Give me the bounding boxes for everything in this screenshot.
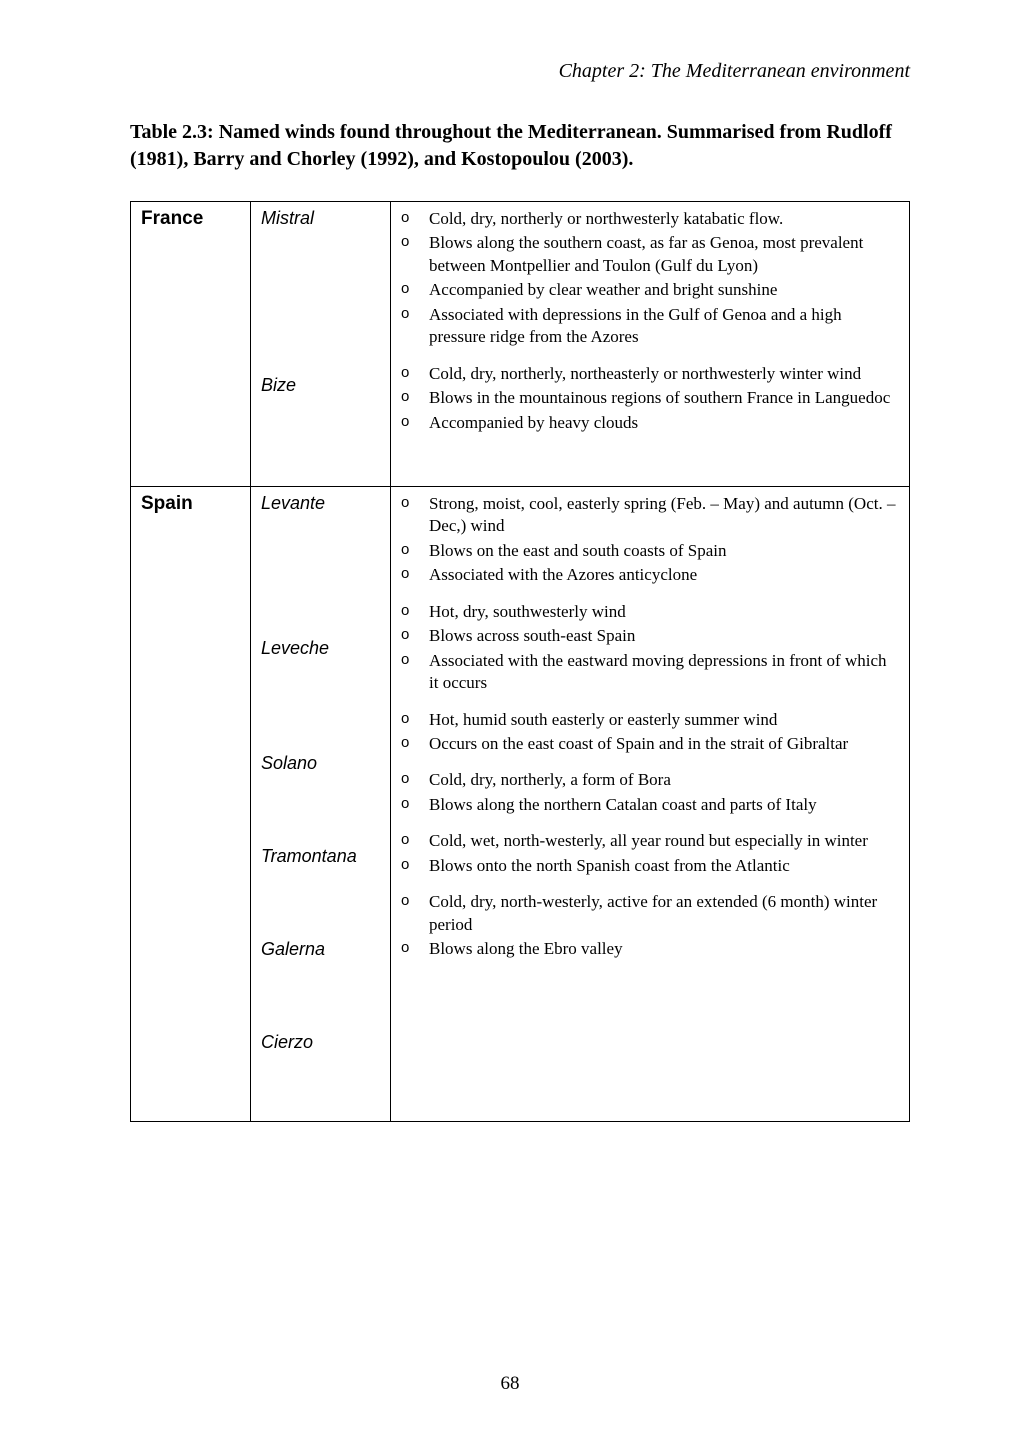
wind-points: o Cold, wet, north-westerly, all year rou… bbox=[401, 830, 899, 877]
wind-names-cell: Mistral Bize bbox=[251, 202, 391, 487]
wind-point: o Strong, moist, cool, easterly spring (F… bbox=[401, 493, 899, 538]
bullet-icon: o bbox=[401, 891, 409, 911]
bullet-icon: o bbox=[401, 493, 409, 513]
wind-point-text: Blows along the northern Catalan coast a… bbox=[429, 795, 817, 814]
wind-point-text: Accompanied by clear weather and bright … bbox=[429, 280, 777, 299]
wind-point: o Hot, humid south easterly or easterly s… bbox=[401, 709, 899, 731]
wind-points: o Cold, dry, northerly, a form of Bora o Bl… bbox=[401, 769, 899, 816]
wind-name: Leveche bbox=[261, 638, 380, 659]
wind-points: o Cold, dry, northerly, northeasterly or … bbox=[401, 363, 899, 434]
wind-point: o Cold, dry, northerly or northwesterly k… bbox=[401, 208, 899, 230]
bullet-icon: o bbox=[401, 650, 409, 670]
wind-point-text: Blows along the southern coast, as far a… bbox=[429, 233, 863, 274]
country-name: Spain bbox=[141, 493, 240, 515]
wind-descriptions-cell: o Strong, moist, cool, easterly spring (F… bbox=[391, 487, 910, 1122]
wind-points: o Strong, moist, cool, easterly spring (F… bbox=[401, 493, 899, 587]
table-row: Spain Levante Leveche Solano Tramontana Galer… bbox=[131, 487, 910, 1122]
wind-point: o Blows on the east and south coasts of S… bbox=[401, 540, 899, 562]
wind-point-text: Cold, dry, northerly, a form of Bora bbox=[429, 770, 671, 789]
wind-name: Galerna bbox=[261, 939, 380, 960]
wind-point: o Cold, dry, northerly, a form of Bora bbox=[401, 769, 899, 791]
wind-point: o Cold, wet, north-westerly, all year rou… bbox=[401, 830, 899, 852]
wind-point: o Blows along the southern coast, as far … bbox=[401, 232, 899, 277]
wind-point-text: Blows across south-east Spain bbox=[429, 626, 635, 645]
running-head: Chapter 2: The Mediterranean environment bbox=[130, 60, 910, 83]
wind-point: o Hot, dry, southwesterly wind bbox=[401, 601, 899, 623]
bullet-icon: o bbox=[401, 232, 409, 252]
wind-point-text: Cold, dry, north-westerly, active for an… bbox=[429, 892, 877, 933]
wind-point: o Blows along the northern Catalan coast … bbox=[401, 794, 899, 816]
wind-point-text: Associated with the eastward moving depr… bbox=[429, 651, 887, 692]
wind-points: o Cold, dry, north-westerly, active for a… bbox=[401, 891, 899, 960]
wind-point: o Associated with depressions in the Gulf… bbox=[401, 304, 899, 349]
wind-name: Mistral bbox=[261, 208, 380, 229]
wind-point: o Cold, dry, north-westerly, active for a… bbox=[401, 891, 899, 936]
wind-point: o Cold, dry, northerly, northeasterly or … bbox=[401, 363, 899, 385]
wind-point: o Blows onto the north Spanish coast from… bbox=[401, 855, 899, 877]
bullet-icon: o bbox=[401, 279, 409, 299]
bullet-icon: o bbox=[401, 625, 409, 645]
wind-point-text: Hot, humid south easterly or easterly su… bbox=[429, 710, 777, 729]
bullet-icon: o bbox=[401, 794, 409, 814]
wind-point-text: Blows on the east and south coasts of Sp… bbox=[429, 541, 726, 560]
wind-names-cell: Levante Leveche Solano Tramontana Galerna Cie… bbox=[251, 487, 391, 1122]
wind-point-text: Cold, dry, northerly or northwesterly ka… bbox=[429, 209, 783, 228]
bullet-icon: o bbox=[401, 769, 409, 789]
wind-points: o Hot, dry, southwesterly wind o Blows acro… bbox=[401, 601, 899, 695]
page: Chapter 2: The Mediterranean environment… bbox=[0, 0, 1020, 1443]
wind-point: o Accompanied by heavy clouds bbox=[401, 412, 899, 434]
wind-point: o Accompanied by clear weather and bright… bbox=[401, 279, 899, 301]
wind-name: Cierzo bbox=[261, 1032, 380, 1053]
wind-point: o Associated with the Azores anticyclone bbox=[401, 564, 899, 586]
wind-name: Solano bbox=[261, 753, 380, 774]
wind-point: o Occurs on the east coast of Spain and i… bbox=[401, 733, 899, 755]
wind-point-text: Accompanied by heavy clouds bbox=[429, 413, 638, 432]
country-cell: France bbox=[131, 202, 251, 487]
wind-name: Levante bbox=[261, 493, 380, 514]
bullet-icon: o bbox=[401, 540, 409, 560]
bullet-icon: o bbox=[401, 855, 409, 875]
wind-name: Tramontana bbox=[261, 846, 380, 867]
wind-point-text: Cold, dry, northerly, northeasterly or n… bbox=[429, 364, 861, 383]
winds-table-body: France Mistral Bize o Cold, dry, northerly o… bbox=[131, 202, 910, 1122]
bullet-icon: o bbox=[401, 830, 409, 850]
wind-point-text: Hot, dry, southwesterly wind bbox=[429, 602, 626, 621]
wind-point-text: Occurs on the east coast of Spain and in… bbox=[429, 734, 848, 753]
bullet-icon: o bbox=[401, 208, 409, 228]
bullet-icon: o bbox=[401, 938, 409, 958]
wind-point: o Associated with the eastward moving dep… bbox=[401, 650, 899, 695]
bullet-icon: o bbox=[401, 709, 409, 729]
wind-point-text: Blows along the Ebro valley bbox=[429, 939, 623, 958]
wind-point-text: Strong, moist, cool, easterly spring (Fe… bbox=[429, 494, 895, 535]
wind-points: o Hot, humid south easterly or easterly s… bbox=[401, 709, 899, 756]
country-name: France bbox=[141, 208, 240, 230]
bullet-icon: o bbox=[401, 304, 409, 324]
bullet-icon: o bbox=[401, 601, 409, 621]
bullet-icon: o bbox=[401, 564, 409, 584]
table-caption: Table 2.3: Named winds found throughout … bbox=[130, 119, 910, 173]
wind-point: o Blows along the Ebro valley bbox=[401, 938, 899, 960]
wind-point: o Blows in the mountainous regions of sou… bbox=[401, 387, 899, 409]
bullet-icon: o bbox=[401, 387, 409, 407]
wind-point-text: Cold, wet, north-westerly, all year roun… bbox=[429, 831, 868, 850]
wind-point: o Blows across south-east Spain bbox=[401, 625, 899, 647]
winds-table: France Mistral Bize o Cold, dry, northerly o… bbox=[130, 201, 910, 1122]
wind-descriptions-cell: o Cold, dry, northerly or northwesterly k… bbox=[391, 202, 910, 487]
wind-name: Bize bbox=[261, 375, 380, 396]
wind-point-text: Associated with depressions in the Gulf … bbox=[429, 305, 842, 346]
country-cell: Spain bbox=[131, 487, 251, 1122]
bullet-icon: o bbox=[401, 412, 409, 432]
wind-point-text: Associated with the Azores anticyclone bbox=[429, 565, 697, 584]
page-number: 68 bbox=[0, 1373, 1020, 1395]
wind-points: o Cold, dry, northerly or northwesterly k… bbox=[401, 208, 899, 349]
bullet-icon: o bbox=[401, 363, 409, 383]
wind-point-text: Blows in the mountainous regions of sout… bbox=[429, 388, 890, 407]
bullet-icon: o bbox=[401, 733, 409, 753]
table-row: France Mistral Bize o Cold, dry, northerly o… bbox=[131, 202, 910, 487]
wind-point-text: Blows onto the north Spanish coast from … bbox=[429, 856, 790, 875]
